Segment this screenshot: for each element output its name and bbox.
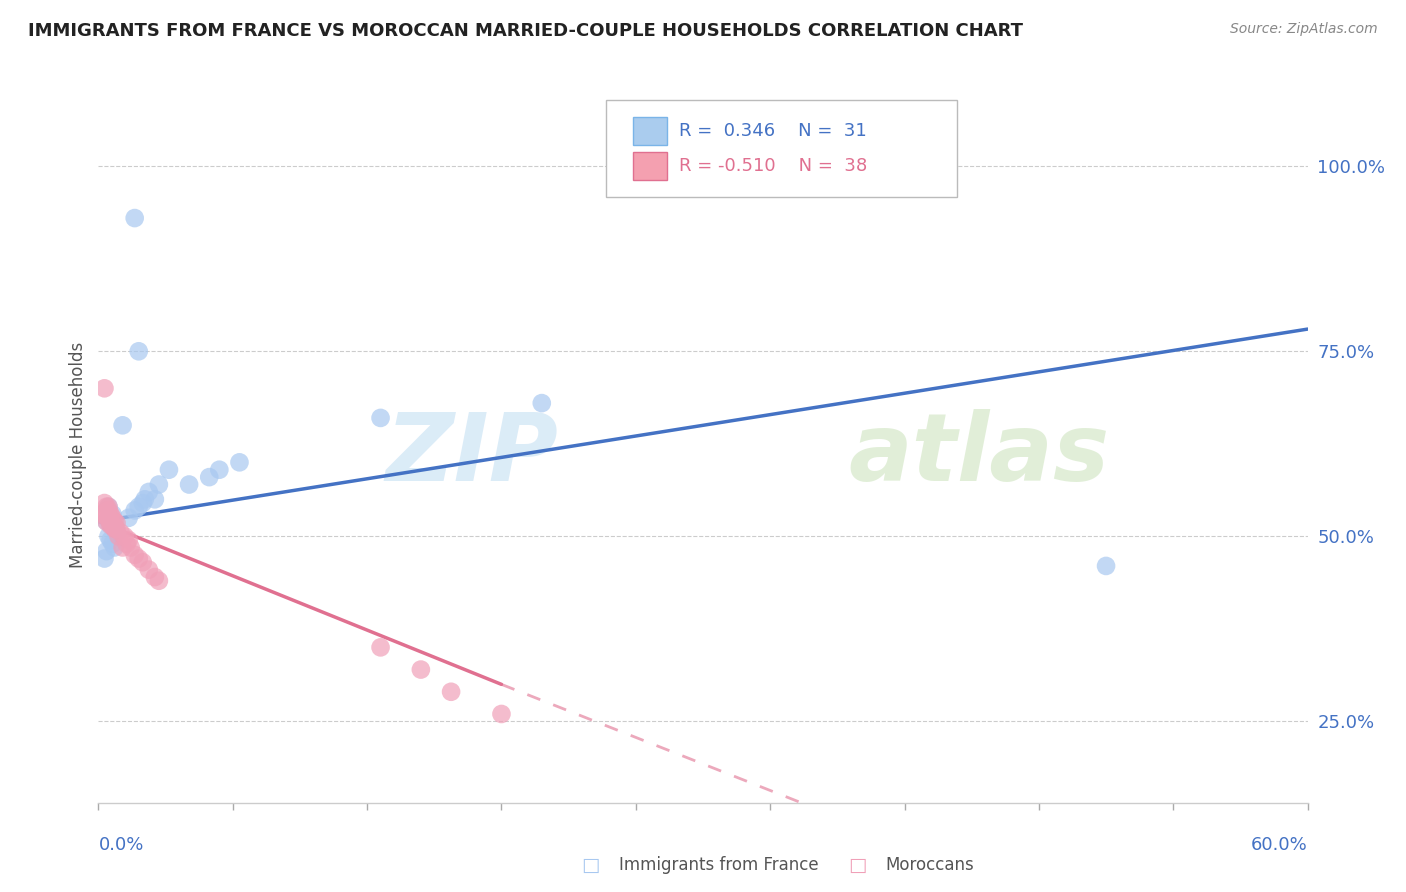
Text: R =  0.346    N =  31: R = 0.346 N = 31 (679, 122, 866, 140)
Point (120, 541, 142, 555)
Point (148, 477, 170, 491)
Point (128, 551, 150, 566)
FancyBboxPatch shape (606, 100, 957, 197)
Point (103, 522, 125, 536)
Point (105, 525, 128, 540)
Point (107, 529, 129, 543)
Point (208, 463, 231, 477)
Point (103, 522, 125, 536)
Point (143, 570, 166, 584)
Point (124, 548, 146, 562)
Point (101, 518, 124, 533)
Point (103, 541, 125, 555)
Y-axis label: Married-couple Households: Married-couple Households (69, 342, 87, 568)
Point (132, 555, 155, 569)
Point (138, 563, 160, 577)
Point (93, 496, 115, 510)
Point (97, 503, 120, 517)
Point (103, 515, 125, 529)
Point (101, 518, 124, 533)
Point (143, 492, 166, 507)
Text: □: □ (581, 855, 600, 875)
Point (124, 211, 146, 225)
Point (101, 511, 124, 525)
Point (100, 507, 122, 521)
FancyBboxPatch shape (633, 118, 666, 145)
Point (105, 516, 128, 530)
Point (91, 507, 114, 521)
Text: 60.0%: 60.0% (1251, 836, 1308, 855)
Point (93, 381, 115, 395)
Point (132, 496, 155, 510)
Point (491, 706, 513, 721)
Point (179, 477, 201, 491)
Point (111, 541, 134, 555)
Point (118, 533, 141, 547)
Text: R = -0.510    N =  38: R = -0.510 N = 38 (679, 157, 868, 175)
Point (110, 525, 132, 540)
Point (96, 515, 118, 529)
Text: Source: ZipAtlas.com: Source: ZipAtlas.com (1230, 22, 1378, 37)
Point (101, 507, 124, 521)
Point (198, 470, 221, 484)
Point (128, 344, 150, 359)
Point (100, 533, 122, 547)
Point (134, 492, 156, 507)
Text: 0.0%: 0.0% (98, 836, 143, 855)
Point (228, 455, 250, 469)
Point (96, 508, 118, 523)
Point (111, 418, 134, 433)
Point (138, 484, 160, 499)
Point (93, 506, 115, 520)
Point (100, 516, 122, 530)
Point (96, 515, 118, 529)
Point (124, 503, 146, 517)
Text: Immigrants from France: Immigrants from France (619, 856, 818, 874)
Point (370, 411, 392, 425)
Point (409, 663, 432, 677)
Point (105, 522, 128, 536)
Point (115, 537, 138, 551)
FancyBboxPatch shape (633, 153, 666, 180)
Point (97, 529, 120, 543)
Point (96, 500, 118, 514)
Point (97, 500, 120, 514)
Point (114, 529, 136, 543)
Point (148, 574, 170, 588)
Text: IMMIGRANTS FROM FRANCE VS MOROCCAN MARRIED-COUPLE HOUSEHOLDS CORRELATION CHART: IMMIGRANTS FROM FRANCE VS MOROCCAN MARRI… (28, 22, 1024, 40)
Text: atlas: atlas (848, 409, 1109, 501)
Point (100, 518, 122, 533)
Point (103, 520, 125, 534)
Point (128, 500, 150, 514)
Point (100, 518, 122, 533)
Text: ZIP: ZIP (385, 409, 558, 501)
Point (440, 685, 463, 699)
Point (157, 463, 180, 477)
Point (101, 537, 124, 551)
Point (93, 551, 115, 566)
Point (370, 640, 392, 655)
Text: Moroccans: Moroccans (886, 856, 974, 874)
Point (96, 544, 118, 558)
Point (530, 396, 553, 410)
Point (97, 500, 120, 514)
Text: □: □ (848, 855, 868, 875)
Point (1095, 558, 1118, 573)
Point (118, 511, 141, 525)
Point (97, 512, 120, 526)
